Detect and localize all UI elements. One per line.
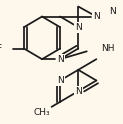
Text: N: N xyxy=(75,23,82,32)
Text: N: N xyxy=(109,7,116,16)
Text: F: F xyxy=(0,44,1,53)
Text: N: N xyxy=(93,12,100,21)
Text: CH₃: CH₃ xyxy=(34,108,50,117)
Text: N: N xyxy=(57,76,63,85)
Text: NH: NH xyxy=(101,44,114,53)
Text: N: N xyxy=(57,55,63,64)
Text: N: N xyxy=(75,87,82,96)
